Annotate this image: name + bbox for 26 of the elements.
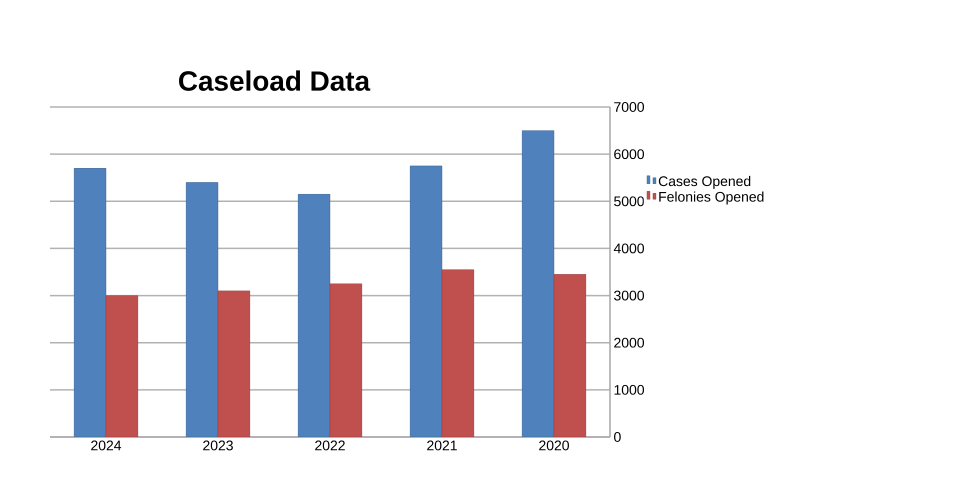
- x-tick-label: 2023: [203, 440, 233, 450]
- x-tick-label: 2020: [539, 440, 569, 450]
- legend-label: Felonies Opened: [659, 191, 764, 204]
- bar: [298, 194, 330, 437]
- y-tick-label: 3000: [614, 290, 644, 301]
- bar: [218, 290, 250, 437]
- y-tick-label: 6000: [614, 149, 644, 160]
- y-tick-label: 5000: [614, 196, 644, 206]
- bar: [410, 166, 442, 437]
- x-tick-label: 2021: [427, 440, 457, 450]
- y-tick-label: 7000: [614, 102, 644, 112]
- bar: [522, 130, 554, 437]
- bar: [74, 168, 106, 437]
- y-tick-label: 0: [614, 432, 621, 442]
- y-tick-label: 1000: [614, 384, 644, 395]
- bar: [186, 182, 218, 437]
- y-tick-label: 4000: [614, 243, 644, 254]
- x-tick-label: 2024: [91, 440, 122, 450]
- bar: [106, 295, 138, 437]
- bar: [330, 284, 362, 437]
- legend-label: Cases Opened: [658, 176, 750, 189]
- y-tick-label: 2000: [614, 338, 644, 348]
- x-tick-label: 2022: [315, 440, 345, 450]
- bar: [442, 269, 474, 437]
- chart-title: Caseload Data: [179, 70, 370, 91]
- bar: [554, 274, 586, 437]
